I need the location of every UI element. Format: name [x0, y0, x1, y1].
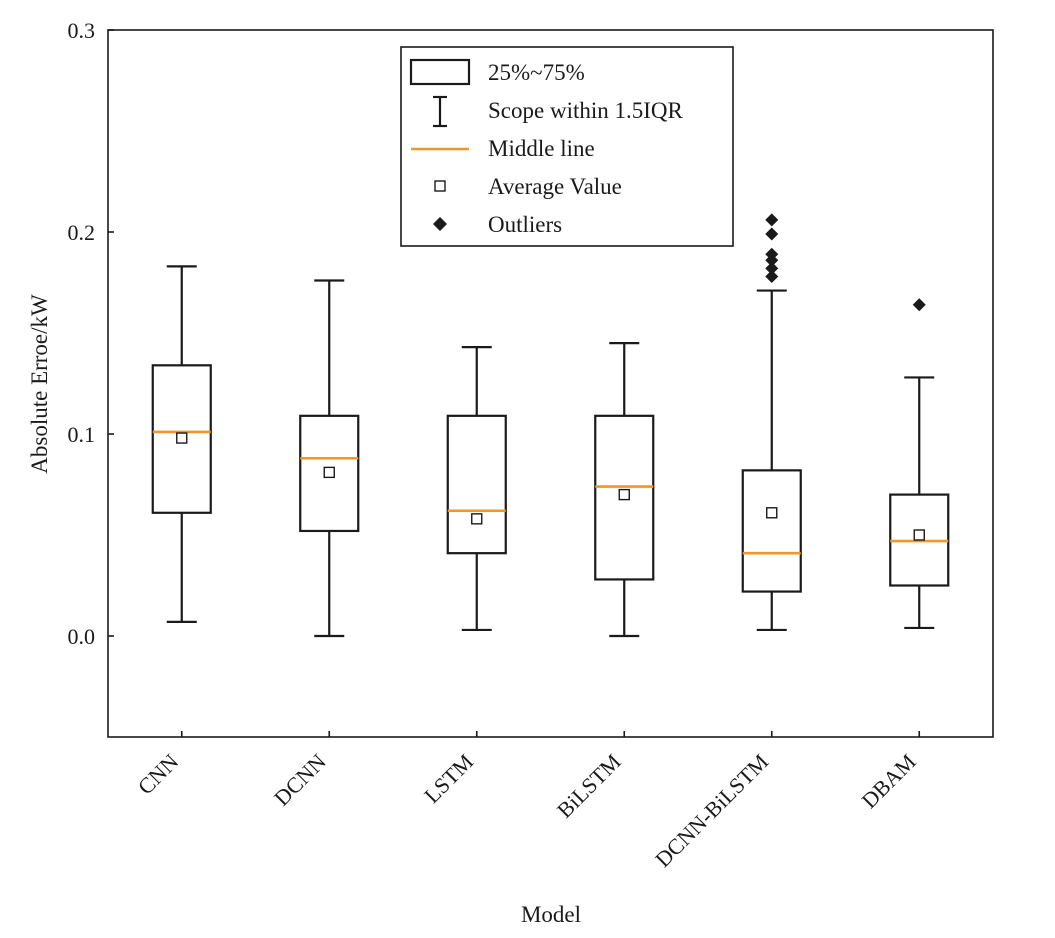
x-tick-label: CNN — [133, 749, 184, 800]
x-axis: CNN DCNN LSTM BiLSTM DCNN-BiLSTM DBAM — [133, 731, 921, 872]
y-axis-title: Absolute Erroe/kW — [27, 294, 52, 474]
box-bilstm — [594, 342, 655, 638]
mean-marker — [176, 432, 188, 444]
legend-label-median: Middle line — [488, 136, 595, 161]
mean-marker — [913, 529, 925, 541]
y-tick-label: 0.2 — [68, 220, 96, 245]
box-dcnn-bilstm — [741, 213, 802, 632]
outlier-point — [765, 247, 779, 261]
y-tick-label: 0.0 — [68, 624, 96, 649]
iqr-box — [151, 364, 212, 514]
x-tick-label: DCNN — [269, 749, 331, 811]
legend-outlier-symbol — [433, 217, 447, 231]
outlier-point — [765, 261, 779, 275]
box-lstm — [446, 346, 507, 632]
legend-box-symbol — [409, 58, 471, 86]
outlier-point — [765, 213, 779, 227]
legend-label-mean: Average Value — [488, 174, 622, 199]
plot-frame — [107, 29, 994, 738]
legend-label-whisker: Scope within 1.5IQR — [488, 98, 684, 123]
iqr-box — [594, 414, 655, 581]
legend-whisker-symbol — [433, 95, 447, 128]
x-tick-label: BiLSTM — [552, 749, 626, 823]
box-cnn — [151, 265, 212, 623]
iqr-box — [299, 414, 360, 533]
y-axis: 0.0 0.1 0.2 0.3 — [68, 18, 114, 649]
box-dcnn — [299, 279, 360, 638]
iqr-box — [741, 469, 802, 593]
outlier-point — [765, 269, 779, 283]
mean-marker — [471, 513, 483, 525]
outlier-point — [765, 227, 779, 241]
box-dbam — [889, 298, 950, 630]
iqr-box — [446, 414, 507, 555]
x-tick-label: LSTM — [419, 749, 478, 808]
mean-marker — [323, 466, 335, 479]
legend-label-outlier: Outliers — [488, 212, 562, 237]
box-series — [151, 213, 950, 638]
x-tick-label: DBAM — [856, 749, 920, 813]
legend-frame — [400, 46, 734, 247]
mean-marker — [766, 507, 778, 519]
x-tick-label: DCNN-BiLSTM — [650, 749, 773, 872]
legend-label-box: 25%~75% — [488, 60, 585, 85]
mean-marker — [618, 488, 630, 501]
y-tick-label: 0.1 — [68, 422, 96, 447]
x-axis-title: Model — [521, 902, 581, 927]
y-tick-label: 0.3 — [68, 18, 96, 43]
legend-mean-symbol — [434, 180, 446, 192]
legend: 25%~75% Scope within 1.5IQR Middle line … — [400, 46, 734, 247]
outlier-point — [912, 298, 926, 312]
